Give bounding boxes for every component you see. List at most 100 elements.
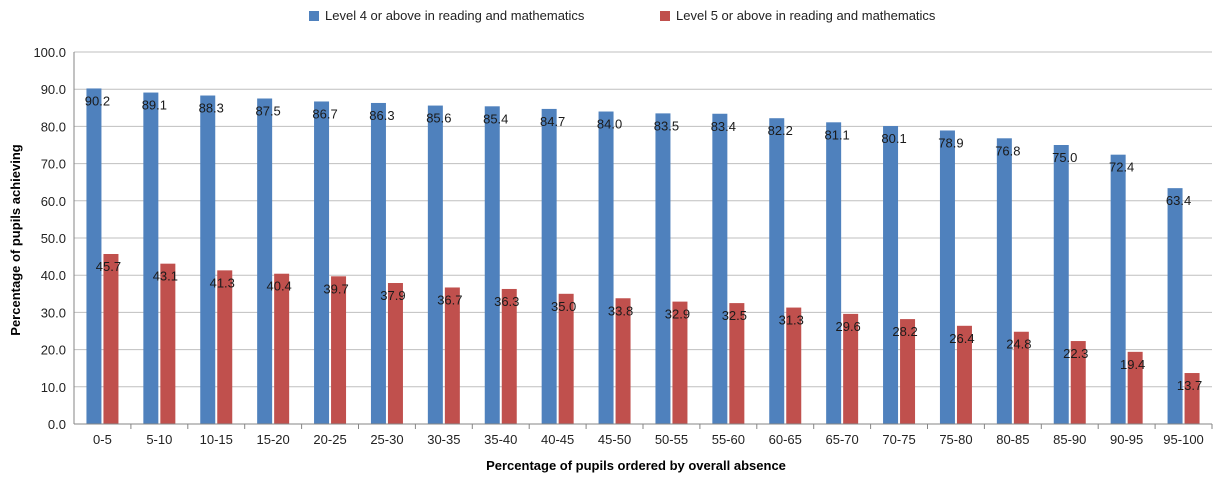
data-label-level4: 76.8 <box>995 143 1020 158</box>
bar-level4 <box>427 105 443 425</box>
data-label-level4: 63.4 <box>1166 193 1191 208</box>
data-label-level4: 83.4 <box>711 119 736 134</box>
legend-item-level4: Level 4 or above in reading and mathemat… <box>309 8 584 23</box>
y-tick-label: 50.0 <box>41 231 66 246</box>
data-label-level5: 26.4 <box>949 331 974 346</box>
x-tick-label: 0-5 <box>93 432 112 447</box>
data-label-level5: 28.2 <box>892 324 917 339</box>
bar-level5 <box>558 293 574 424</box>
bar-level4 <box>257 98 273 424</box>
bar-level4 <box>996 138 1012 424</box>
data-label-level5: 36.7 <box>437 292 462 307</box>
bar-level4 <box>1167 188 1183 424</box>
bar-level4 <box>86 88 102 425</box>
y-tick-label: 70.0 <box>41 157 66 172</box>
bar-level5 <box>615 298 631 424</box>
y-tick-label: 90.0 <box>41 82 66 97</box>
data-label-level4: 82.2 <box>768 123 793 138</box>
bar-level5 <box>103 253 119 424</box>
bar-level5 <box>217 270 233 424</box>
x-tick-label: 15-20 <box>257 432 290 447</box>
data-label-level5: 37.9 <box>380 288 405 303</box>
data-label-level4: 88.3 <box>199 101 224 116</box>
x-tick-label: 90-95 <box>1110 432 1143 447</box>
x-tick-label: 5-10 <box>146 432 172 447</box>
data-label-level5: 24.8 <box>1006 337 1031 352</box>
data-label-level5: 22.3 <box>1063 346 1088 361</box>
data-label-level4: 83.5 <box>654 118 679 133</box>
data-label-level4: 87.5 <box>255 104 280 119</box>
x-tick-label: 75-80 <box>939 432 972 447</box>
data-label-level5: 13.7 <box>1177 378 1202 393</box>
bar-level5 <box>672 301 688 424</box>
data-label-level5: 29.6 <box>835 319 860 334</box>
bar-level5 <box>843 313 859 424</box>
x-tick-label: 85-90 <box>1053 432 1086 447</box>
x-tick-label: 55-60 <box>712 432 745 447</box>
data-label-level4: 80.1 <box>881 131 906 146</box>
y-tick-label: 80.0 <box>41 119 66 134</box>
data-labels: 90.2 45.7 89.1 43.1 88.3 41.3 87.5 40.4 86.7 39.7… <box>85 93 1202 393</box>
x-tick-label: 30-35 <box>427 432 460 447</box>
bar-level4 <box>769 118 785 424</box>
bar-level4 <box>883 126 899 424</box>
data-label-level5: 40.4 <box>266 279 291 294</box>
data-label-level4: 84.0 <box>597 117 622 132</box>
x-tick-label: 80-85 <box>996 432 1029 447</box>
legend-swatch-level5 <box>660 10 670 21</box>
y-tick-label: 0.0 <box>48 417 66 432</box>
data-label-level4: 86.3 <box>369 108 394 123</box>
y-tick-label: 100.0 <box>33 45 66 60</box>
x-axis: 0-5 5-10 10-15 15-20 20-25 25-30 30-35 35-40 40-… <box>74 423 1213 447</box>
bars <box>86 88 1200 425</box>
x-tick-label: 65-70 <box>826 432 859 447</box>
x-tick-label: 40-45 <box>541 432 574 447</box>
bar-level4 <box>484 106 500 424</box>
x-tick-label: 35-40 <box>484 432 517 447</box>
data-label-level4: 90.2 <box>85 93 110 108</box>
x-axis-title: Percentage of pupils ordered by overall … <box>486 458 786 473</box>
bar-level4 <box>1053 145 1069 424</box>
data-label-level4: 75.0 <box>1052 150 1077 165</box>
x-tick-label: 25-30 <box>370 432 403 447</box>
data-label-level5: 32.9 <box>665 307 690 322</box>
y-axis: 0.0 10.0 20.0 30.0 40.0 50.0 60.0 70.0 80.0 90.0 1… <box>33 45 75 432</box>
data-label-level5: 35.0 <box>551 299 576 314</box>
data-label-level5: 41.3 <box>210 275 235 290</box>
y-tick-label: 30.0 <box>41 305 66 320</box>
x-tick-label: 45-50 <box>598 432 631 447</box>
data-label-level4: 81.1 <box>824 127 849 142</box>
legend-item-level5: Level 5 or above in reading and mathemat… <box>660 8 935 23</box>
y-tick-label: 10.0 <box>41 380 66 395</box>
data-label-level4: 89.1 <box>142 98 167 113</box>
x-tick-label: 70-75 <box>882 432 915 447</box>
bar-level5 <box>501 288 517 424</box>
bar-level5 <box>444 287 460 424</box>
x-tick-label: 20-25 <box>313 432 346 447</box>
bar-level5 <box>786 307 802 424</box>
bar-level5 <box>331 276 347 424</box>
data-label-level5: 45.7 <box>96 259 121 274</box>
bar-level4 <box>939 130 955 424</box>
data-label-level5: 31.3 <box>779 313 804 328</box>
data-label-level4: 86.7 <box>312 106 337 121</box>
y-tick-label: 20.0 <box>41 343 66 358</box>
legend: Level 4 or above in reading and mathemat… <box>0 8 1222 28</box>
x-tick-label: 60-65 <box>769 432 802 447</box>
data-label-level4: 72.4 <box>1109 160 1134 175</box>
x-tick-label: 10-15 <box>200 432 233 447</box>
bar-level4 <box>826 122 842 425</box>
data-label-level5: 39.7 <box>323 281 348 296</box>
bar-level4 <box>712 113 728 424</box>
gridlines <box>74 51 1212 388</box>
bar-level4 <box>655 113 671 424</box>
bar-level5 <box>160 263 176 424</box>
x-tick-label: 50-55 <box>655 432 688 447</box>
x-tick-label: 95-100 <box>1163 432 1203 447</box>
bar-level5 <box>274 273 290 424</box>
bar-level4 <box>1110 154 1126 424</box>
bar-level4 <box>314 101 330 424</box>
bar-level5 <box>956 325 972 424</box>
bar-level4 <box>598 111 614 425</box>
bar-level5 <box>729 303 745 424</box>
